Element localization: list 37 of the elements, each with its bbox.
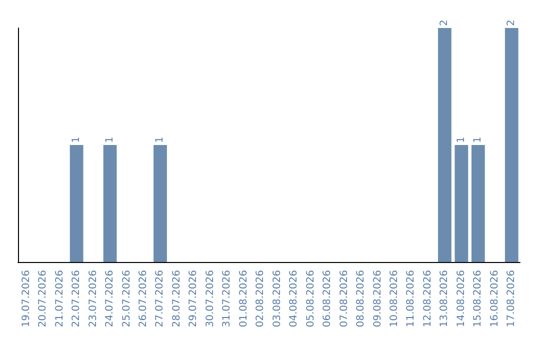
x-tick-label: 30.07.2026 <box>204 270 216 328</box>
x-tick-label: 20.07.2026 <box>38 270 49 328</box>
data-label: 2 <box>506 20 518 26</box>
data-label: 1 <box>154 136 166 143</box>
x-tick-label: 09.08.2026 <box>372 270 384 328</box>
data-label: 2 <box>439 20 450 26</box>
x-tick-label: 27.07.2026 <box>154 270 166 328</box>
x-tick-label: 15.08.2026 <box>472 270 484 328</box>
x-tick-label: 10.08.2026 <box>389 270 400 328</box>
x-tick-label: 07.08.2026 <box>338 270 350 328</box>
x-tick-label: 08.08.2026 <box>356 270 367 328</box>
x-tick-label: 01.08.2026 <box>238 270 250 328</box>
x-tick-label: 16.08.2026 <box>489 270 500 328</box>
x-tick-label: 22.07.2026 <box>71 270 82 328</box>
x-tick-label: 28.07.2026 <box>171 270 182 328</box>
x-tick-label: 29.07.2026 <box>188 270 200 328</box>
x-tick-label: 14.08.2026 <box>456 270 467 328</box>
x-tick-label: 11.08.2026 <box>406 270 417 328</box>
x-tick-label: 31.07.2026 <box>222 270 233 328</box>
data-label: 1 <box>472 136 484 143</box>
x-tick-label: 21.07.2026 <box>54 270 66 328</box>
x-tick-label: 24.07.2026 <box>104 270 116 328</box>
data-label: 1 <box>456 136 467 143</box>
x-tick-label: 05.08.2026 <box>305 270 316 328</box>
x-tick-label: 19.07.2026 <box>20 270 32 328</box>
x-tick-label: 02.08.2026 <box>255 270 266 328</box>
x-tick-label: 23.07.2026 <box>88 270 99 328</box>
x-tick-label: 13.08.2026 <box>439 270 450 328</box>
x-tick-label: 26.07.2026 <box>138 270 149 328</box>
data-label: 1 <box>71 136 82 143</box>
x-tick-label: 17.08.2026 <box>506 270 518 328</box>
x-tick-label: 04.08.2026 <box>288 270 300 328</box>
data-label: 1 <box>104 136 116 143</box>
x-tick-label: 25.07.2026 <box>121 270 132 328</box>
x-tick-label: 06.08.2026 <box>322 270 334 328</box>
x-tick-label: 03.08.2026 <box>272 270 283 328</box>
x-tick-label: 12.08.2026 <box>422 270 434 328</box>
